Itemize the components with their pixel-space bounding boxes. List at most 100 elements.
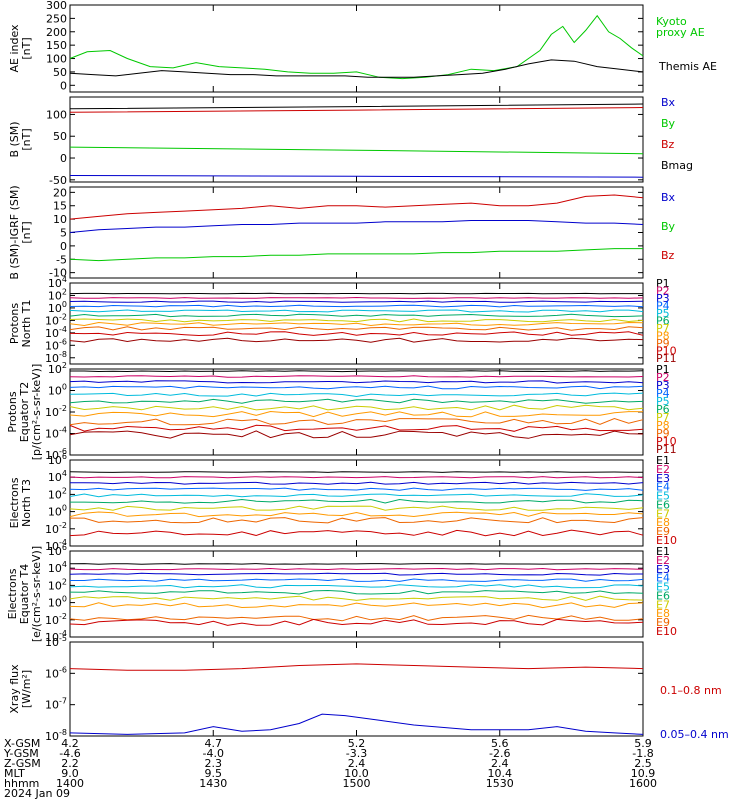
flux-channel-line: [69, 304, 644, 308]
y-axis-label: [W/m²]: [20, 670, 33, 708]
channel-legend: E7: [656, 507, 670, 520]
y-axis-label: [nT]: [20, 128, 33, 150]
series-line-by: [69, 146, 644, 155]
footer-value: -3.3: [346, 747, 367, 760]
y-tick-label: 102: [48, 577, 67, 592]
channel-legend: P11: [656, 352, 677, 365]
flux-channel-line: [70, 481, 644, 485]
channel-legend: P1: [656, 277, 670, 290]
y-tick-label: 50: [53, 130, 67, 143]
y-axis-label: North T1: [20, 300, 33, 348]
flux-channel-line: [69, 318, 644, 323]
channel-legend: E7: [656, 598, 670, 611]
channel-legend: P9: [656, 427, 670, 440]
footer-value: 9.5: [205, 767, 223, 780]
channel-legend: P3: [656, 379, 670, 392]
y-tick-label: 0: [60, 152, 67, 165]
channel-legend: P8: [656, 330, 670, 343]
y-tick-label: 15: [53, 200, 67, 213]
y-axis-label: Xray flux: [8, 664, 21, 714]
footer-value: 10.9: [631, 767, 656, 780]
legend-xray-long: 0.1–0.8 nm: [660, 684, 722, 697]
footer-value: 10.0: [344, 767, 369, 780]
channel-legend: P3: [656, 292, 670, 305]
channel-legend: E4: [656, 572, 670, 585]
legend-themis: Themis AE: [658, 60, 717, 73]
footer-value: 1530: [486, 777, 514, 790]
channel-legend: P7: [656, 411, 670, 424]
channel-legend: E3: [656, 563, 670, 576]
channel-legend: E5: [656, 581, 670, 594]
footer-value: 1430: [199, 777, 227, 790]
flux-channel-line: [69, 493, 644, 498]
series-line-bz: [69, 194, 644, 220]
channel-legend: P8: [656, 419, 670, 432]
y-tick-label: 100: [46, 53, 67, 66]
y-tick-label: 10-5: [45, 634, 67, 649]
footer-value: 4.2: [61, 737, 79, 750]
y-tick-label: 300: [46, 0, 67, 12]
footer-row-label: X-GSM: [4, 737, 40, 750]
channel-legend: E1: [656, 454, 670, 467]
channel-legend: E9: [656, 616, 670, 629]
y-axis-label: Protons: [8, 303, 21, 344]
flux-channel-line: [70, 370, 644, 373]
flux-channel-line: [69, 430, 644, 439]
footer-value: 1400: [56, 777, 84, 790]
y-tick-label: 5: [60, 227, 67, 240]
y-tick-label: 10-6: [45, 665, 67, 680]
y-tick-label: 106: [48, 543, 67, 558]
footer-value: 10.4: [488, 767, 513, 780]
y-tick-label: 10-4: [45, 426, 67, 441]
panel-frame: [69, 368, 644, 456]
flux-channel-line: [69, 614, 644, 622]
flux-channel-line: [69, 300, 644, 303]
flux-channel-line: [69, 487, 644, 491]
channel-legend: P6: [656, 403, 670, 416]
series-line-kyoto-proxy-ae: [69, 14, 644, 80]
y-axis-label: B (SM): [8, 121, 21, 157]
channel-legend: P2: [656, 371, 670, 384]
y-axis-label: Electrons: [6, 568, 19, 619]
flux-channel-line: [69, 313, 644, 318]
footer-value: 1500: [343, 777, 371, 790]
series-line-bx: [69, 175, 644, 178]
y-tick-label: 104: [48, 469, 67, 484]
flux-channel-line: [69, 511, 644, 518]
y-tick-label: 100: [48, 595, 67, 610]
flux-channel-line: [69, 618, 644, 626]
flux-channel-line: [70, 498, 644, 504]
series-line-bz: [69, 107, 644, 113]
xray-series-line: [69, 663, 644, 671]
series-line-by: [69, 248, 643, 262]
flux-channel-line: [69, 296, 644, 299]
footer-value: 2.2: [61, 757, 79, 770]
y-axis-label: Equator T2: [18, 382, 31, 442]
y-axis-label: [nT]: [20, 37, 33, 59]
y-axis-label: [e/(cm²-s-sr-keV)]: [30, 546, 43, 642]
channel-legend: E8: [656, 607, 670, 620]
flux-channel-line: [69, 476, 644, 479]
series-line-themis-ae: [69, 59, 644, 78]
y-tick-label: 20: [53, 186, 67, 199]
y-tick-label: -50: [49, 174, 67, 187]
y-axis-label: Protons: [6, 391, 19, 432]
panel-frame: [69, 641, 644, 737]
flux-channel-line: [69, 404, 644, 411]
y-tick-label: -5: [56, 253, 67, 266]
channel-legend: P2: [656, 285, 670, 298]
panel-frame: [69, 4, 644, 93]
channel-legend: P9: [656, 337, 670, 350]
legend-by: By: [661, 220, 676, 233]
channel-legend: P4: [656, 387, 670, 400]
legend-kyoto: Kyoto: [656, 15, 687, 28]
y-tick-label: 106: [48, 452, 67, 467]
footer-row-label: Y-GSM: [3, 747, 39, 760]
flux-channel-line: [69, 326, 644, 331]
flux-channel-line: [69, 398, 644, 404]
y-tick-label: 10-2: [45, 612, 67, 627]
channel-legend: E10: [656, 625, 677, 638]
channel-legend: P5: [656, 307, 670, 320]
channel-legend: P1: [656, 363, 670, 376]
y-tick-label: 150: [46, 39, 67, 52]
